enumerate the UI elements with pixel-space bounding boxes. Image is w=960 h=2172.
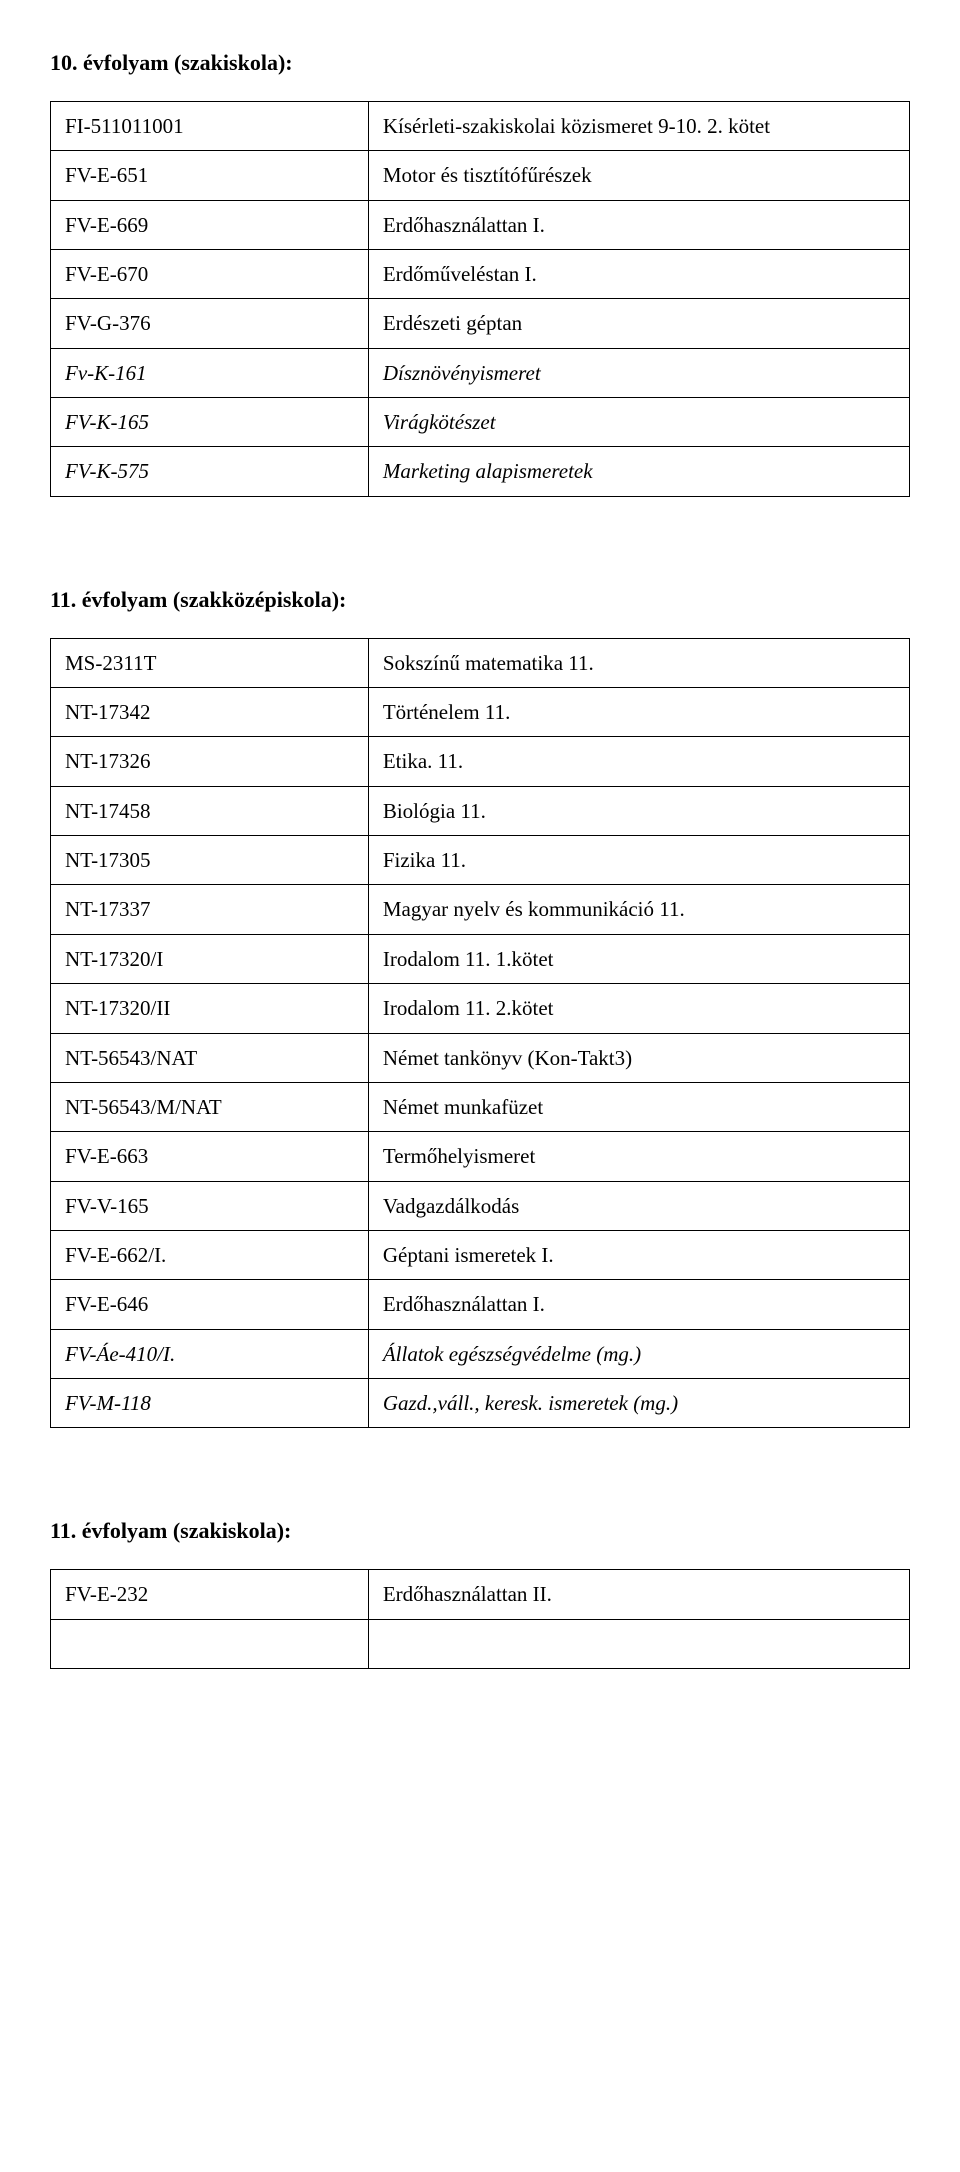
data-table: FV-E-232Erdőhasználattan II. — [50, 1569, 910, 1669]
table-row: NT-17305Fizika 11. — [51, 836, 910, 885]
table-row: NT-17342Történelem 11. — [51, 688, 910, 737]
code-cell: NT-56543/NAT — [51, 1033, 369, 1082]
code-cell: MS-2311T — [51, 638, 369, 687]
desc-cell: Erdőhasználattan II. — [368, 1570, 909, 1619]
desc-cell: Biológia 11. — [368, 786, 909, 835]
section-heading: 10. évfolyam (szakiskola): — [50, 50, 910, 76]
code-cell: FV-M-118 — [51, 1378, 369, 1427]
desc-cell: Gazd.,váll., keresk. ismeretek (mg.) — [368, 1378, 909, 1427]
code-cell: NT-17458 — [51, 786, 369, 835]
table-row: NT-17458Biológia 11. — [51, 786, 910, 835]
desc-cell: Erdőműveléstan I. — [368, 250, 909, 299]
code-cell: FV-E-646 — [51, 1280, 369, 1329]
desc-cell: Irodalom 11. 2.kötet — [368, 984, 909, 1033]
desc-cell: Virágkötészet — [368, 398, 909, 447]
table-row: Fv-K-161Dísznövényismeret — [51, 348, 910, 397]
table-row: FV-M-118Gazd.,váll., keresk. ismeretek (… — [51, 1378, 910, 1427]
table-row: NT-56543/M/NATNémet munkafüzet — [51, 1082, 910, 1131]
code-cell: FV-E-669 — [51, 200, 369, 249]
table-row: FV-E-646Erdőhasználattan I. — [51, 1280, 910, 1329]
desc-cell: Motor és tisztítófűrészek — [368, 151, 909, 200]
table-row: FV-E-669Erdőhasználattan I. — [51, 200, 910, 249]
desc-cell: Fizika 11. — [368, 836, 909, 885]
code-cell: Fv-K-161 — [51, 348, 369, 397]
desc-cell: Etika. 11. — [368, 737, 909, 786]
desc-cell: Német munkafüzet — [368, 1082, 909, 1131]
code-cell: NT-56543/M/NAT — [51, 1082, 369, 1131]
data-table: FI-511011001Kísérleti-szakiskolai közism… — [50, 101, 910, 497]
code-cell: FV-E-651 — [51, 151, 369, 200]
code-cell: FV-E-232 — [51, 1570, 369, 1619]
table-row: FI-511011001Kísérleti-szakiskolai közism… — [51, 102, 910, 151]
table-row: FV-E-651Motor és tisztítófűrészek — [51, 151, 910, 200]
desc-cell: Géptani ismeretek I. — [368, 1230, 909, 1279]
code-cell: NT-17337 — [51, 885, 369, 934]
desc-cell: Vadgazdálkodás — [368, 1181, 909, 1230]
desc-cell — [368, 1619, 909, 1668]
desc-cell: Marketing alapismeretek — [368, 447, 909, 496]
table-row: FV-V-165Vadgazdálkodás — [51, 1181, 910, 1230]
table-row: FV-E-670Erdőműveléstan I. — [51, 250, 910, 299]
code-cell: FV-Áe-410/I. — [51, 1329, 369, 1378]
document-root: 10. évfolyam (szakiskola): FI-511011001Kí… — [50, 50, 910, 1669]
table-row: FV-E-662/I.Géptani ismeretek I. — [51, 1230, 910, 1279]
table-row: FV-Áe-410/I.Állatok egészségvédelme (mg.… — [51, 1329, 910, 1378]
code-cell: FI-511011001 — [51, 102, 369, 151]
code-cell: FV-E-663 — [51, 1132, 369, 1181]
table-row: FV-K-165Virágkötészet — [51, 398, 910, 447]
code-cell: FV-G-376 — [51, 299, 369, 348]
data-table: MS-2311TSokszínű matematika 11.NT-17342T… — [50, 638, 910, 1429]
desc-cell: Német tankönyv (Kon-Takt3) — [368, 1033, 909, 1082]
code-cell: FV-K-165 — [51, 398, 369, 447]
code-cell: FV-E-670 — [51, 250, 369, 299]
table-row: FV-E-232Erdőhasználattan II. — [51, 1570, 910, 1619]
table-row: NT-17337Magyar nyelv és kommunikáció 11. — [51, 885, 910, 934]
desc-cell: Termőhelyismeret — [368, 1132, 909, 1181]
code-cell — [51, 1619, 369, 1668]
code-cell: NT-17305 — [51, 836, 369, 885]
code-cell: NT-17320/I — [51, 934, 369, 983]
desc-cell: Dísznövényismeret — [368, 348, 909, 397]
desc-cell: Erdőhasználattan I. — [368, 1280, 909, 1329]
desc-cell: Magyar nyelv és kommunikáció 11. — [368, 885, 909, 934]
desc-cell: Történelem 11. — [368, 688, 909, 737]
desc-cell: Irodalom 11. 1.kötet — [368, 934, 909, 983]
section-heading: 11. évfolyam (szakiskola): — [50, 1518, 910, 1544]
table-row: FV-K-575Marketing alapismeretek — [51, 447, 910, 496]
desc-cell: Állatok egészségvédelme (mg.) — [368, 1329, 909, 1378]
section-heading: 11. évfolyam (szakközépiskola): — [50, 587, 910, 613]
code-cell: FV-E-662/I. — [51, 1230, 369, 1279]
table-row: FV-G-376Erdészeti géptan — [51, 299, 910, 348]
code-cell: NT-17320/II — [51, 984, 369, 1033]
table-row — [51, 1619, 910, 1668]
table-row: NT-17320/IIIrodalom 11. 2.kötet — [51, 984, 910, 1033]
table-row: MS-2311TSokszínű matematika 11. — [51, 638, 910, 687]
desc-cell: Kísérleti-szakiskolai közismeret 9-10. 2… — [368, 102, 909, 151]
table-row: NT-17326Etika. 11. — [51, 737, 910, 786]
desc-cell: Sokszínű matematika 11. — [368, 638, 909, 687]
desc-cell: Erdőhasználattan I. — [368, 200, 909, 249]
desc-cell: Erdészeti géptan — [368, 299, 909, 348]
code-cell: NT-17326 — [51, 737, 369, 786]
table-row: NT-17320/IIrodalom 11. 1.kötet — [51, 934, 910, 983]
table-row: NT-56543/NATNémet tankönyv (Kon-Takt3) — [51, 1033, 910, 1082]
code-cell: NT-17342 — [51, 688, 369, 737]
table-row: FV-E-663Termőhelyismeret — [51, 1132, 910, 1181]
code-cell: FV-V-165 — [51, 1181, 369, 1230]
code-cell: FV-K-575 — [51, 447, 369, 496]
